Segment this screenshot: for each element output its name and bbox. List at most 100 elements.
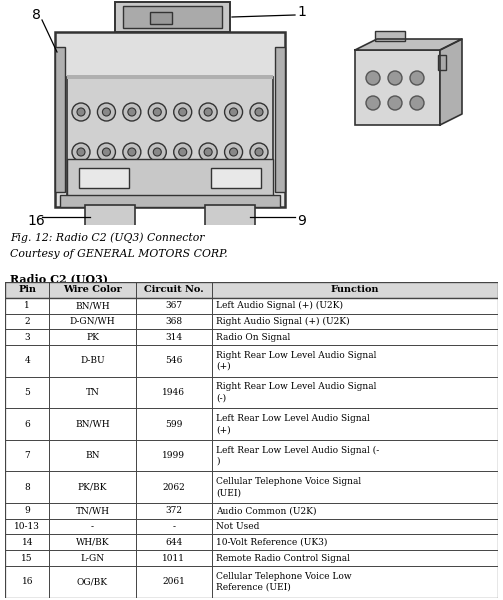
Text: -: - bbox=[91, 522, 94, 531]
Bar bbox=[375, 31, 405, 41]
Bar bbox=[5, 503, 498, 518]
Circle shape bbox=[128, 108, 136, 116]
Text: Remote Radio Control Signal: Remote Radio Control Signal bbox=[216, 554, 350, 563]
Circle shape bbox=[179, 148, 187, 156]
Bar bbox=[275, 47, 285, 192]
Bar bbox=[67, 159, 273, 197]
Bar bbox=[5, 408, 498, 440]
Text: 15: 15 bbox=[22, 554, 33, 563]
Circle shape bbox=[103, 108, 111, 116]
Text: 7: 7 bbox=[24, 451, 30, 460]
Text: Left Audio Signal (+) (U2K): Left Audio Signal (+) (U2K) bbox=[216, 301, 343, 310]
Text: 5: 5 bbox=[24, 388, 30, 397]
Bar bbox=[5, 550, 498, 566]
Text: 368: 368 bbox=[165, 317, 183, 326]
Circle shape bbox=[199, 143, 217, 161]
Text: Wire Color: Wire Color bbox=[63, 286, 122, 295]
Circle shape bbox=[255, 148, 263, 156]
Circle shape bbox=[72, 103, 90, 121]
Text: Radio On Signal: Radio On Signal bbox=[216, 333, 290, 342]
Bar bbox=[60, 195, 280, 207]
Bar bbox=[5, 314, 498, 329]
Circle shape bbox=[199, 103, 217, 121]
Bar bbox=[79, 168, 129, 188]
Circle shape bbox=[77, 148, 85, 156]
Bar bbox=[123, 6, 222, 28]
Text: BN/WH: BN/WH bbox=[75, 419, 110, 428]
Text: Not Used: Not Used bbox=[216, 522, 260, 531]
Text: PK/BK: PK/BK bbox=[78, 482, 107, 491]
Text: 2062: 2062 bbox=[162, 482, 185, 491]
Bar bbox=[115, 2, 230, 32]
Circle shape bbox=[103, 148, 111, 156]
Circle shape bbox=[366, 71, 380, 85]
Text: 546: 546 bbox=[165, 356, 183, 365]
Text: Pin: Pin bbox=[18, 286, 36, 295]
Text: 1: 1 bbox=[298, 5, 306, 19]
Text: Cellular Telephone Voice Low
Reference (UEI): Cellular Telephone Voice Low Reference (… bbox=[216, 572, 352, 592]
Bar bbox=[55, 47, 65, 192]
Text: 314: 314 bbox=[165, 333, 183, 342]
Text: Function: Function bbox=[331, 286, 379, 295]
Text: 2: 2 bbox=[25, 317, 30, 326]
Text: Cellular Telephone Voice Signal
(UEI): Cellular Telephone Voice Signal (UEI) bbox=[216, 477, 361, 497]
Text: 1999: 1999 bbox=[162, 451, 186, 460]
Text: 1946: 1946 bbox=[162, 388, 186, 397]
Circle shape bbox=[204, 108, 212, 116]
Text: OG/BK: OG/BK bbox=[77, 577, 108, 586]
Bar bbox=[55, 47, 65, 192]
Circle shape bbox=[229, 148, 237, 156]
Circle shape bbox=[229, 108, 237, 116]
Text: Audio Common (U2K): Audio Common (U2K) bbox=[216, 506, 316, 515]
Circle shape bbox=[174, 143, 192, 161]
Circle shape bbox=[98, 143, 115, 161]
Bar bbox=[5, 298, 498, 314]
Bar bbox=[5, 566, 498, 598]
Text: 2061: 2061 bbox=[162, 577, 185, 586]
Text: Left Rear Low Level Audio Signal (-
): Left Rear Low Level Audio Signal (- ) bbox=[216, 445, 379, 466]
Bar bbox=[438, 55, 446, 70]
Text: 1011: 1011 bbox=[162, 554, 186, 563]
Text: D-GN/WH: D-GN/WH bbox=[70, 317, 115, 326]
Bar bbox=[67, 75, 273, 79]
Circle shape bbox=[388, 71, 402, 85]
Bar bbox=[67, 77, 273, 197]
Text: D-BU: D-BU bbox=[80, 356, 105, 365]
Circle shape bbox=[153, 108, 161, 116]
Text: L-GN: L-GN bbox=[80, 554, 105, 563]
Text: 3: 3 bbox=[25, 333, 30, 342]
Text: 372: 372 bbox=[165, 506, 183, 515]
Bar bbox=[275, 47, 285, 192]
Bar bbox=[205, 205, 255, 227]
Text: 16: 16 bbox=[27, 214, 45, 228]
Text: TN: TN bbox=[86, 388, 100, 397]
Bar bbox=[5, 377, 498, 408]
Text: 4: 4 bbox=[24, 356, 30, 365]
Circle shape bbox=[255, 108, 263, 116]
Bar bbox=[55, 32, 285, 207]
Text: 10-Volt Reference (UK3): 10-Volt Reference (UK3) bbox=[216, 538, 327, 547]
Circle shape bbox=[128, 148, 136, 156]
Polygon shape bbox=[440, 39, 462, 125]
Polygon shape bbox=[355, 39, 462, 50]
Circle shape bbox=[98, 103, 115, 121]
Text: Courtesy of GENERAL MOTORS CORP.: Courtesy of GENERAL MOTORS CORP. bbox=[10, 249, 228, 259]
Circle shape bbox=[148, 103, 166, 121]
Circle shape bbox=[123, 103, 141, 121]
Text: BN: BN bbox=[86, 451, 100, 460]
Circle shape bbox=[204, 148, 212, 156]
Text: -: - bbox=[173, 522, 176, 531]
Text: Right Audio Signal (+) (U2K): Right Audio Signal (+) (U2K) bbox=[216, 317, 350, 326]
Bar bbox=[355, 50, 440, 125]
Bar bbox=[5, 345, 498, 377]
Text: Radio C2 (UQ3): Radio C2 (UQ3) bbox=[10, 274, 108, 285]
Text: Right Rear Low Level Audio Signal
(-): Right Rear Low Level Audio Signal (-) bbox=[216, 382, 376, 403]
Circle shape bbox=[388, 96, 402, 110]
Text: 644: 644 bbox=[165, 538, 183, 547]
Bar bbox=[85, 205, 135, 227]
Text: 599: 599 bbox=[165, 419, 183, 428]
Text: 8: 8 bbox=[32, 8, 40, 22]
Circle shape bbox=[179, 108, 187, 116]
Text: TN/WH: TN/WH bbox=[75, 506, 110, 515]
Text: 8: 8 bbox=[24, 482, 30, 491]
